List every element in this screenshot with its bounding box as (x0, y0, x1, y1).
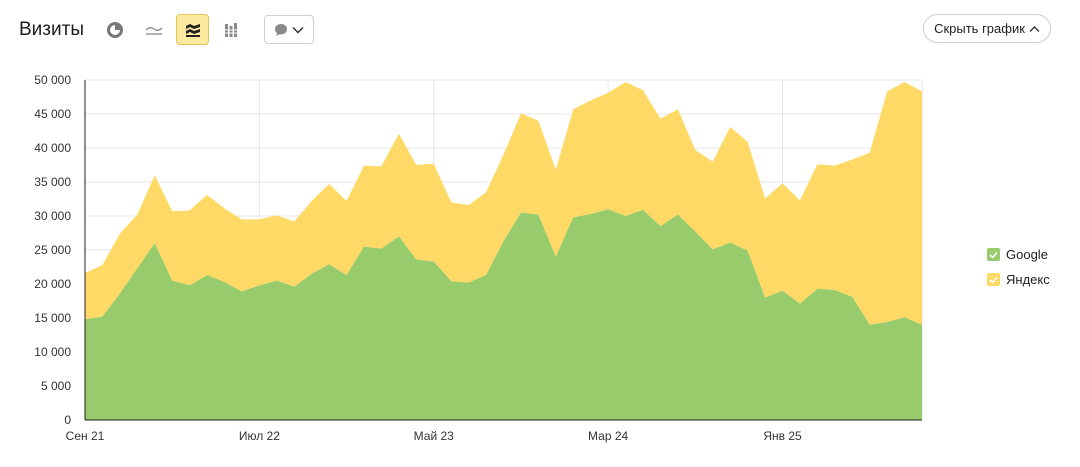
y-tick-label: 0 (64, 413, 71, 427)
y-tick-label: 50 000 (34, 73, 71, 87)
chart-area: 0 5 000 10 000 15 000 20 000 25 000 30 000 35 0… (0, 60, 1080, 467)
x-tick-label: Май 23 (414, 429, 455, 443)
y-tick-label: 15 000 (34, 311, 71, 325)
line-chart-icon (145, 26, 162, 35)
y-tick-label: 10 000 (34, 345, 71, 359)
legend-item-yandex[interactable]: Яндекс (987, 267, 1050, 292)
chevron-up-icon (1029, 25, 1040, 32)
bar-chart-button[interactable] (215, 14, 248, 45)
x-tick-label: Июл 22 (239, 429, 280, 443)
series-area-google (85, 209, 922, 420)
toolbar: Визиты (0, 0, 1080, 60)
hide-chart-label: Скрыть график (934, 21, 1025, 36)
hide-chart-button[interactable]: Скрыть график (923, 14, 1051, 43)
y-tick-label: 25 000 (34, 243, 71, 257)
x-tick-label: Сен 21 (66, 429, 105, 443)
line-chart-button[interactable] (137, 14, 170, 45)
area-chart-icon (185, 23, 200, 37)
y-tick-label: 30 000 (34, 209, 71, 223)
comment-icon (274, 23, 287, 36)
legend-label-yandex: Яндекс (1006, 272, 1050, 287)
y-tick-label: 45 000 (34, 107, 71, 121)
legend-item-google[interactable]: Google (987, 242, 1050, 267)
checkbox-icon[interactable] (987, 273, 1000, 286)
chart-legend: Google Яндекс (987, 242, 1050, 292)
area-chart-button[interactable] (176, 14, 209, 45)
series-area-yandex (85, 82, 922, 325)
pie-chart-icon (106, 21, 123, 38)
bar-chart-icon (224, 22, 237, 37)
checkbox-icon[interactable] (987, 248, 1000, 261)
chevron-down-icon (292, 26, 304, 34)
y-tick-label: 35 000 (34, 175, 71, 189)
annotations-dropdown[interactable] (264, 15, 314, 44)
x-tick-label: Янв 25 (763, 429, 802, 443)
legend-label-google: Google (1006, 247, 1048, 262)
y-tick-label: 5 000 (41, 379, 71, 393)
pie-chart-button[interactable] (98, 14, 131, 45)
y-tick-label: 40 000 (34, 141, 71, 155)
page-title: Визиты (19, 19, 84, 40)
visits-chart: 0 5 000 10 000 15 000 20 000 25 000 30 000 35 0… (34, 73, 923, 443)
y-tick-label: 20 000 (34, 277, 71, 291)
x-tick-label: Мар 24 (588, 429, 628, 443)
